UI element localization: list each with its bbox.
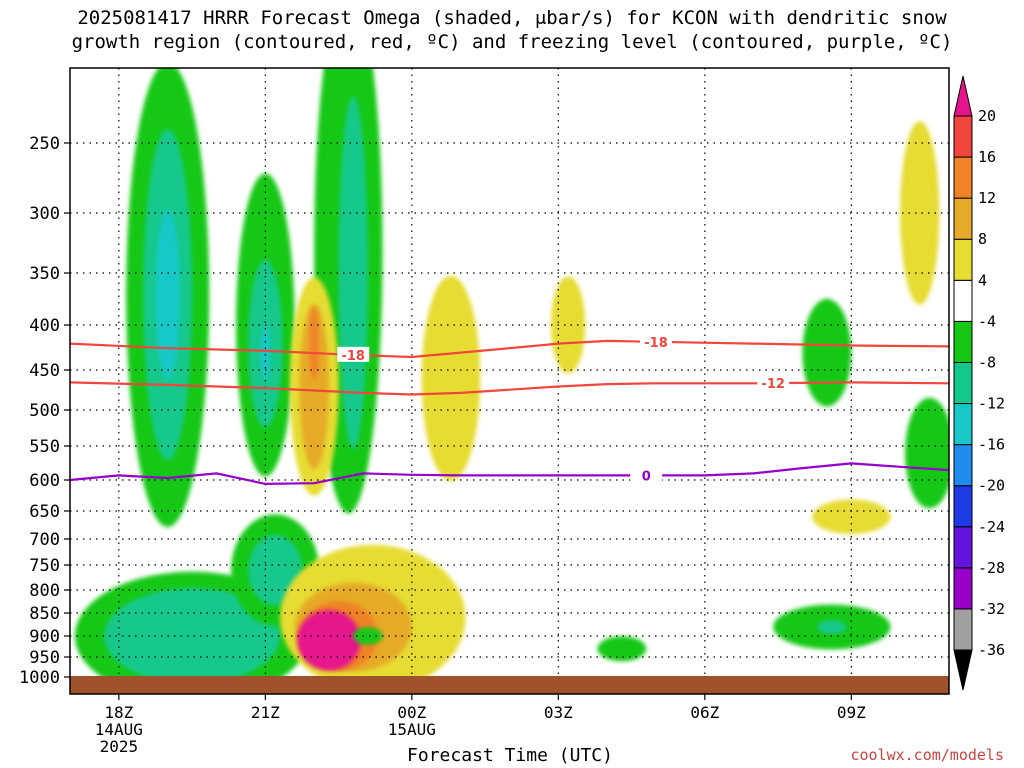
x-tick-label: 09Z [837,703,866,722]
y-tick-label: 400 [29,316,60,336]
colorbar-box [953,526,973,569]
contour-label-bg [757,375,790,391]
colorbar-box [953,567,973,610]
omega-region [309,306,320,381]
x-tick-label: 21Z [251,703,280,722]
colorbar-label: -20 [978,477,1005,495]
watermark: coolwx.com/models [850,746,1004,764]
colorbar-label: 8 [978,230,987,248]
colorbar-label: 20 [978,107,996,125]
contour-label: 0 [642,469,651,484]
colorbar-box [953,156,973,199]
colorbar-label: -16 [978,436,1005,454]
y-tick-label: 750 [29,556,60,576]
omega-region [900,121,940,305]
x-axis-title: Forecast Time (UTC) [407,745,613,766]
x-tick-label: 18Z [104,703,133,722]
y-tick-label: 700 [29,530,60,550]
contour-line [70,339,949,359]
colorbar-label: 12 [978,189,996,207]
x-tick-label: 14AUG [95,720,143,739]
x-tick-label: 15AUG [388,720,436,739]
contour-line [70,381,949,396]
y-tick-label: 850 [29,604,60,624]
omega-region [297,609,361,671]
colorbar-top-arrow [953,75,973,117]
y-tick-label: 600 [29,471,60,491]
grid-lines [70,68,949,694]
contour-label-bg [630,467,663,483]
y-tick-label: 1000 [19,668,60,688]
y-tick-label: 300 [29,204,60,224]
omega-region [817,620,847,634]
colorbar-label: -24 [978,518,1005,536]
chart-title: 2025081417 HRRR Forecast Omega (shaded, … [71,7,953,53]
colorbar-box [953,115,973,158]
y-tick-label: 500 [29,401,60,421]
contour-line [70,462,949,486]
x-tick-label: 06Z [690,703,719,722]
colorbar-box [953,361,973,405]
contour-label: -18 [341,349,365,364]
omega-region [905,397,949,509]
colorbar-label: -4 [978,312,996,330]
contour-label-bg [640,333,672,349]
y-tick-label: 900 [29,627,60,647]
omega-region [551,276,586,374]
y-tick-label: 250 [29,134,60,154]
colorbar-label: -36 [978,641,1005,659]
colorbar-box [953,444,973,487]
omega-region [353,627,383,645]
colorbar-box [953,279,973,322]
ground-strip [70,676,949,694]
colorbar-box [953,485,973,528]
colorbar: -36 -32 -28 -24 -20 -16 -12 -8 -4 4 8 12 16 20 [953,75,1005,691]
colorbar-label: 16 [978,148,996,166]
colorbar-label: -28 [978,559,1005,577]
contour-label: -18 [644,336,668,351]
x-tick-label: 00Z [397,703,426,722]
colorbar-box [953,320,973,363]
colorbar-box [953,403,973,446]
colorbar-label: -8 [978,353,996,371]
colorbar-box [953,608,973,651]
y-axis: 250 300 350 400 450 500 550 600 650 700 750 800 850 9… [19,134,70,688]
temperature-contours: -18 -18 -12 0 [70,333,949,486]
omega-region [421,275,481,481]
omega-region [155,209,180,380]
colorbar-label: -32 [978,600,1005,618]
colorbar-bottom-arrow [953,649,973,691]
omega-region [597,636,647,662]
colorbar-label: -12 [978,395,1005,413]
x-tick-label: 03Z [544,703,573,722]
omega-region [104,588,280,684]
omega-region [802,298,852,407]
y-tick-label: 800 [29,581,60,601]
contour-label: -12 [761,377,785,392]
colorbar-box [953,238,973,281]
x-tick-label: 2025 [100,737,139,756]
y-tick-label: 650 [29,502,60,522]
colorbar-label: 4 [978,271,987,289]
y-tick-label: 550 [29,437,60,457]
colorbar-box [953,197,973,240]
omega-region [260,325,271,380]
omega-region [299,303,329,470]
y-tick-label: 950 [29,648,60,668]
plot-frame [69,67,950,695]
y-tick-label: 350 [29,264,60,284]
y-tick-label: 450 [29,361,60,381]
contour-label-bg [337,346,370,362]
